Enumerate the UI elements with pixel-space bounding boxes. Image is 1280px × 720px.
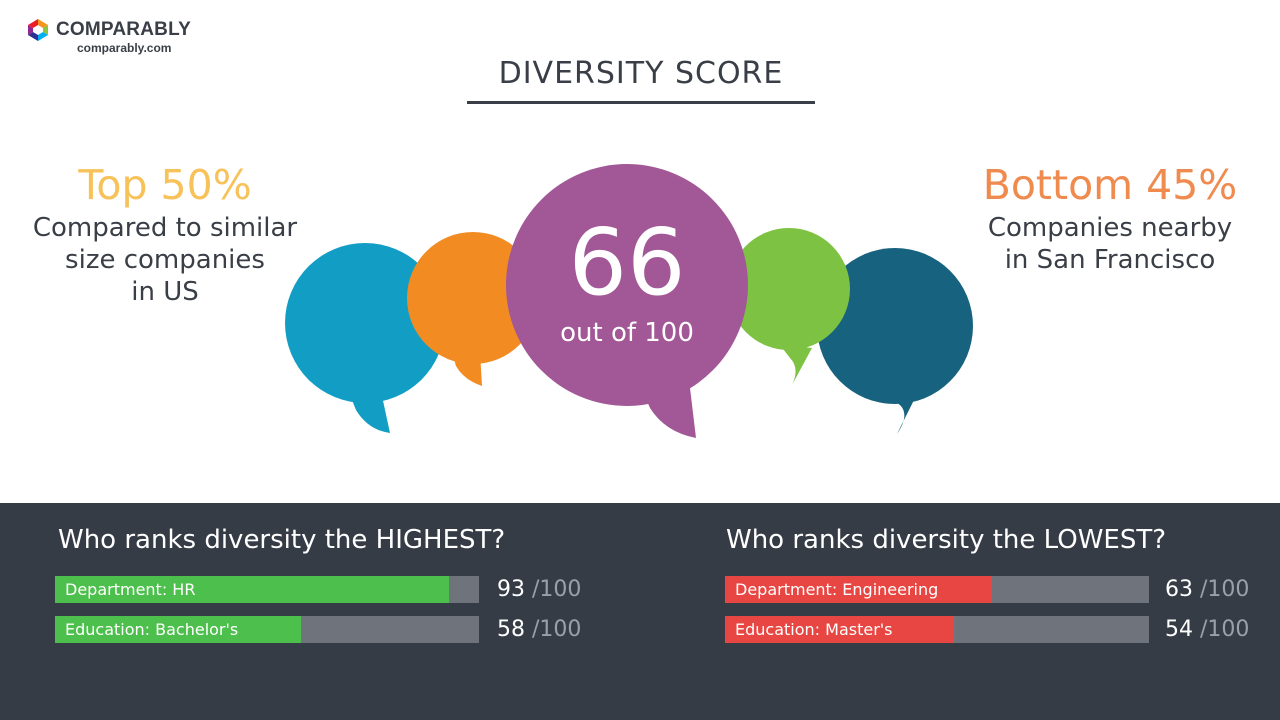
- score-max: /100: [532, 577, 582, 602]
- title-underline: [467, 101, 815, 104]
- lowest-bar-label: Department: Engineering: [735, 580, 939, 599]
- highest-title: Who ranks diversity the HIGHEST?: [58, 525, 506, 555]
- local-rank-line: Companies nearby: [987, 213, 1233, 243]
- speech-bubble-orange: [407, 232, 539, 386]
- page-title: DIVERSITY SCORE: [498, 56, 784, 91]
- speech-bubble-blue: [285, 243, 445, 433]
- local-rank-headline: Bottom 45%: [982, 161, 1238, 209]
- lowest-bar-row: Department: Engineering: [725, 576, 1149, 603]
- score-max: /100: [1200, 617, 1250, 642]
- score-max: /100: [532, 617, 582, 642]
- comparably-logo-icon: [28, 19, 48, 41]
- local-rank-line: in San Francisco: [1004, 245, 1216, 275]
- national-rank-headline: Top 50%: [78, 161, 252, 209]
- highest-bar-score: 58 /100: [497, 616, 581, 643]
- highest-bar-fill: [55, 576, 450, 603]
- lowest-bar-score: 54 /100: [1165, 616, 1249, 643]
- hero-section: COMPARABLY comparably.com DIVERSITY SCOR…: [20, 18, 1250, 438]
- score-value: 63: [1165, 577, 1193, 602]
- lowest-bar-fill: [725, 576, 993, 603]
- speech-bubble-green: [728, 228, 850, 385]
- highest-bar-score: 93 /100: [497, 576, 581, 603]
- lowest-bar-row: Education: Master's: [725, 616, 1149, 643]
- national-rank-line: Compared to similar: [32, 213, 298, 243]
- score-value: 54: [1165, 617, 1193, 642]
- highest-bar-row: Education: Bachelor's: [55, 616, 479, 643]
- score-value: 93: [497, 577, 525, 602]
- national-rank-line: in US: [131, 277, 199, 307]
- highest-bar-label: Department: HR: [65, 580, 196, 599]
- speech-bubble-main: [506, 164, 748, 438]
- highest-bar-fill: [55, 616, 301, 643]
- lowest-bar-fill: [725, 616, 954, 643]
- score-max: /100: [1200, 577, 1250, 602]
- lowest-bar-label: Education: Master's: [735, 620, 893, 639]
- diversity-score-caption: out of 100: [560, 318, 694, 348]
- brand-name: COMPARABLY: [56, 19, 192, 40]
- speech-bubbles-graphic: [285, 164, 973, 438]
- national-rank-stat: Top 50% Compared to similar size compani…: [20, 158, 310, 308]
- highest-bar-row: Department: HR: [55, 576, 479, 603]
- national-rank-line: size companies: [65, 245, 265, 275]
- speech-bubble-teal: [817, 248, 973, 434]
- brand-url: comparably.com: [77, 41, 172, 55]
- highest-bar-label: Education: Bachelor's: [65, 620, 239, 639]
- lowest-bar-score: 63 /100: [1165, 576, 1249, 603]
- lowest-title: Who ranks diversity the LOWEST?: [726, 525, 1167, 555]
- diversity-score-value: 66: [568, 209, 686, 316]
- comparably-logo[interactable]: COMPARABLY comparably.com: [26, 18, 191, 55]
- rankings-section: Who ranks diversity the HIGHEST? Departm…: [0, 503, 1280, 720]
- local-rank-stat: Bottom 45% Companies nearby in San Franc…: [970, 158, 1250, 276]
- score-value: 58: [497, 617, 525, 642]
